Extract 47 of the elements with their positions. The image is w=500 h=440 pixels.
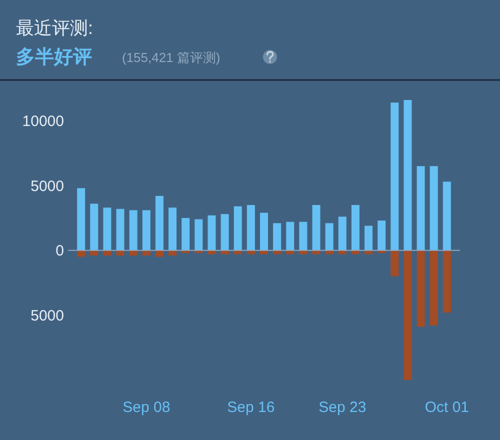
y-tick-label: 5000	[30, 178, 64, 195]
bar	[404, 100, 412, 250]
bar	[273, 223, 282, 250]
bar	[246, 205, 255, 250]
bar	[286, 222, 294, 250]
bar	[77, 250, 86, 257]
bar	[442, 182, 451, 250]
bar	[430, 250, 438, 326]
bar	[378, 220, 386, 250]
bar	[116, 208, 124, 250]
bar	[416, 166, 425, 250]
bar	[260, 212, 268, 250]
y-tick-label: 5000	[30, 307, 64, 324]
y-tick-label: 10000	[22, 112, 64, 130]
chart-title: 最近评测:	[16, 18, 94, 38]
x-tick-label: Oct 01	[424, 399, 470, 416]
bar	[220, 214, 229, 250]
bar	[430, 166, 438, 250]
y-tick-label: 0	[56, 242, 64, 260]
x-tick-label: Sep 08	[122, 399, 170, 416]
bar	[142, 210, 150, 250]
bar	[208, 215, 216, 250]
bar	[155, 250, 164, 257]
bar	[194, 219, 203, 250]
bar	[351, 205, 360, 250]
bar	[404, 250, 412, 380]
bar	[234, 206, 242, 250]
bar	[155, 196, 164, 250]
bar	[168, 208, 177, 250]
chart-subtitle: 多半好评	[16, 46, 92, 68]
bar	[299, 222, 308, 250]
bar	[77, 188, 86, 250]
bar	[312, 205, 320, 250]
x-tick-label: Sep 23	[318, 399, 366, 416]
x-tick-label: Sep 16	[227, 399, 275, 416]
bar	[103, 208, 112, 250]
bar	[442, 250, 451, 313]
bar	[90, 204, 98, 250]
bar	[129, 210, 138, 250]
bar	[364, 226, 373, 250]
bar	[182, 218, 190, 250]
bar	[390, 102, 399, 250]
bar	[325, 223, 334, 250]
text: (155,421 篇评测)	[122, 50, 220, 65]
bar	[338, 216, 346, 250]
bar	[390, 250, 399, 276]
bar	[416, 250, 425, 327]
